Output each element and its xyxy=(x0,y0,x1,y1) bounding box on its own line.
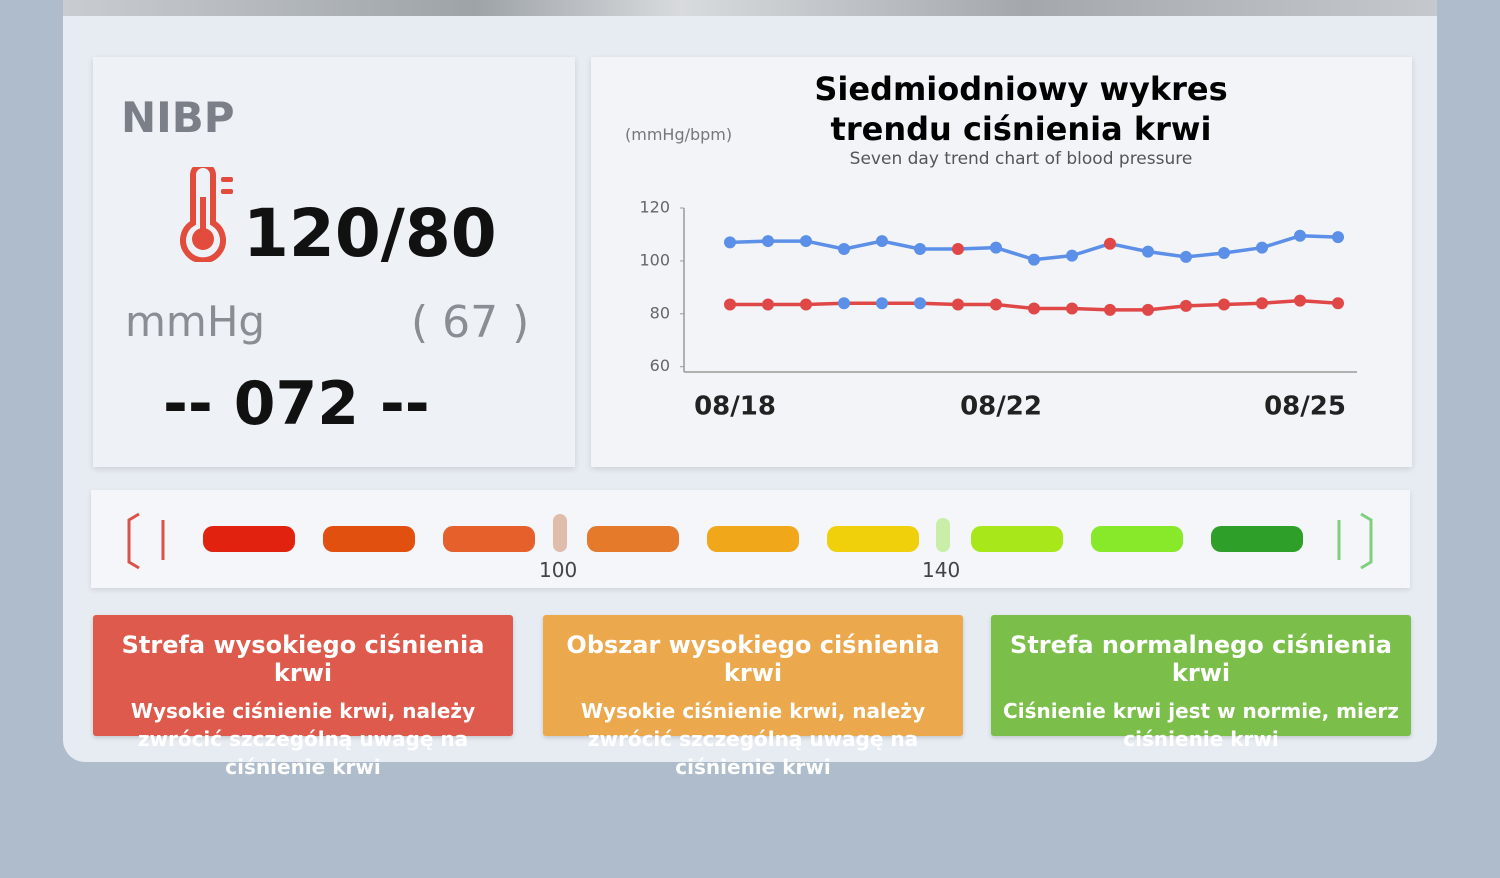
y-tick-label: 80 xyxy=(650,303,670,322)
data-point xyxy=(1218,298,1230,311)
chart-title: Siedmiodniowy wykres trendu ciśnienia kr… xyxy=(814,70,1228,148)
data-point xyxy=(1218,246,1230,259)
data-point xyxy=(914,297,926,310)
y-tick-label: 100 xyxy=(639,250,670,269)
data-point xyxy=(800,235,812,248)
x-tick-label: 08/22 xyxy=(960,392,1042,422)
data-point xyxy=(1028,302,1040,315)
y-axis-unit: (mmHg/bpm) xyxy=(625,125,733,144)
zone-card: Obszar wysokiego ciśnienia krwi Wysokie c… xyxy=(543,615,963,779)
data-point xyxy=(800,298,812,311)
data-point xyxy=(1066,249,1078,262)
data-point xyxy=(990,241,1002,254)
zone-title: Strefa wysokiego ciśnienia krwi xyxy=(121,631,485,687)
pulse-value: -- 072 -- xyxy=(163,369,430,439)
nibp-label: NIBP xyxy=(121,93,235,142)
y-tick-label: 120 xyxy=(639,198,670,217)
data-point xyxy=(990,298,1002,311)
data-point xyxy=(1104,303,1116,316)
photo-strip xyxy=(63,0,1437,16)
zone-title: Strefa normalnego ciśnienia krwi xyxy=(1010,631,1392,687)
data-point xyxy=(952,298,964,311)
data-point xyxy=(724,298,736,311)
unit-label: mmHg xyxy=(125,297,266,346)
y-tick-label: 60 xyxy=(650,356,670,375)
zone-text: Wysokie ciśnienie krwi, należy zwrócić s… xyxy=(130,699,476,779)
scale-graphic xyxy=(127,512,1373,570)
x-tick-label: 08/25 xyxy=(1264,392,1346,422)
scale-marker-label: 100 xyxy=(539,558,578,582)
data-point xyxy=(762,298,774,311)
chart-subtitle: Seven day trend chart of blood pressure xyxy=(849,149,1193,169)
zone-text: Ciśnienie krwi jest w normie, mierz ciśn… xyxy=(1003,699,1399,751)
data-point xyxy=(1104,237,1116,250)
data-point xyxy=(724,236,736,249)
data-point xyxy=(1294,229,1306,242)
zone-card: Strefa normalnego ciśnienia krwi Ciśnieni… xyxy=(991,615,1411,751)
data-point xyxy=(838,297,850,310)
data-point xyxy=(876,235,888,248)
data-point xyxy=(1332,231,1344,244)
data-point xyxy=(1256,297,1268,310)
zone-title: Obszar wysokiego ciśnienia krwi xyxy=(566,631,940,687)
data-point xyxy=(1256,241,1268,254)
pressure-value: 120/80 xyxy=(243,195,497,272)
data-point xyxy=(762,235,774,248)
thermometer-icon xyxy=(180,167,233,262)
scale-marker-label: 140 xyxy=(922,558,961,582)
data-point xyxy=(952,243,964,255)
data-point xyxy=(1332,297,1344,310)
data-point xyxy=(1142,245,1154,258)
chart-panel: Siedmiodniowy wykres trendu ciśnienia kr… xyxy=(591,57,1412,467)
zone-card: Strefa wysokiego ciśnienia krwi Wysokie c… xyxy=(93,615,513,779)
data-point xyxy=(876,297,888,310)
data-point xyxy=(1180,299,1192,312)
x-tick-label: 08/18 xyxy=(694,392,776,422)
data-point xyxy=(914,243,926,255)
data-point xyxy=(1142,303,1154,316)
data-point xyxy=(1028,253,1040,266)
mean-value: ( 67 ) xyxy=(411,297,530,348)
zone-text: Wysokie ciśnienie krwi, należy zwrócić s… xyxy=(580,699,926,779)
nibp-panel: NIBP 120/80 mmHg ( 67 ) -- 072 -- xyxy=(93,57,575,467)
scale-bar: 100 140 xyxy=(91,490,1410,588)
data-point xyxy=(1294,294,1306,307)
data-point xyxy=(838,243,850,255)
data-point xyxy=(1066,302,1078,315)
data-point xyxy=(1180,250,1192,263)
